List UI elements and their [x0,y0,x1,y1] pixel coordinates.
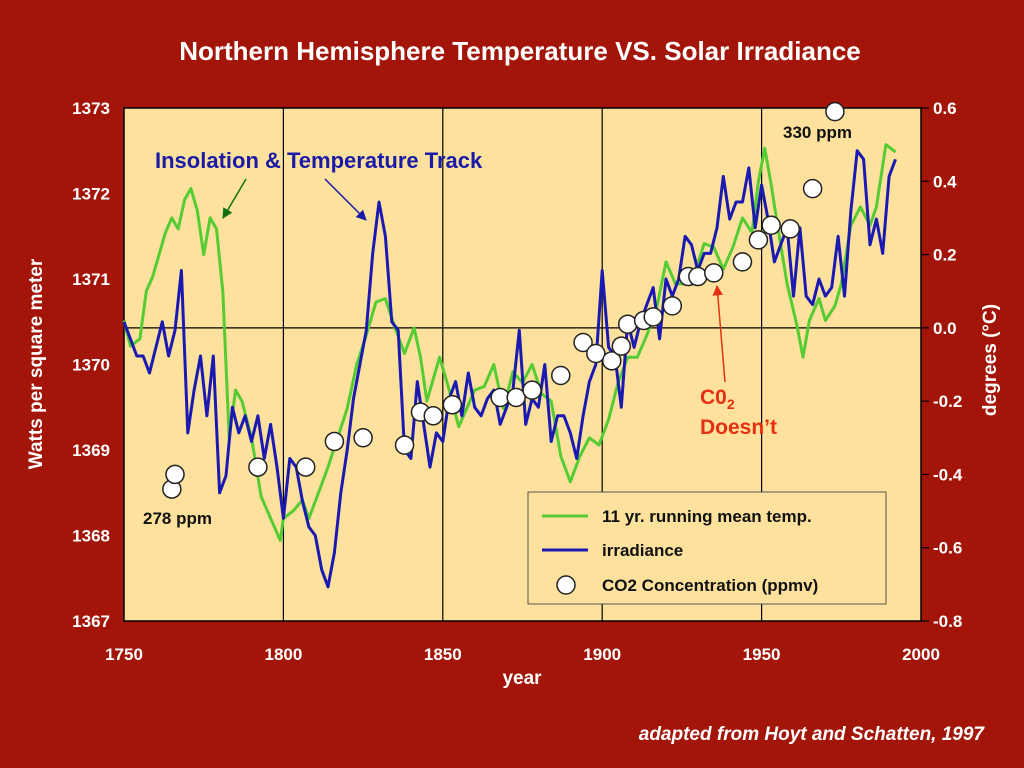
co2-point [688,266,708,287]
x-tick-label: 1850 [424,645,462,664]
left-tick-label: 1368 [72,527,110,546]
left-tick-label: 1372 [72,185,110,204]
right-tick-label: 0.0 [933,319,957,338]
co2-point [611,336,632,356]
x-tick-label: 1750 [105,645,143,664]
co2-point [522,380,542,400]
chart-title: Northern Hemisphere Temperature VS. Sola… [179,36,861,66]
left-tick-label: 1367 [72,612,110,631]
x-tick-label: 1950 [743,645,781,664]
co2-point [780,219,801,239]
annotation-co2-text: C0 [700,386,727,409]
annotation-330-ppm: 330 ppm [783,123,852,142]
co2-point [248,457,268,477]
left-tick-label: 1369 [72,441,110,460]
annotation-278-ppm: 278 ppm [143,509,212,528]
source-credit: adapted from Hoyt and Schatten, 1997 [638,724,984,745]
right-axis-ticks: -0.8 -0.6 -0.4 -0.2 0.0 0.2 0.4 0.6 [921,99,963,631]
legend-temp-label: 11 yr. running mean temp. [602,507,812,526]
temperature-series-line [122,143,897,542]
co2-arrow-red [712,284,726,383]
annotation-co2-doesnt: C02 [700,386,735,412]
insolation-arrow-blue [324,178,367,221]
co2-point [551,365,571,386]
right-tick-label: -0.6 [933,539,962,558]
insolation-arrow-green [222,178,247,219]
co2-point [394,435,415,455]
co2-point [825,101,845,122]
annotation-insolation: Insolation & Temperature Track [155,148,483,173]
x-tick-label: 2000 [902,645,940,664]
co2-point [165,464,185,485]
co2-point [748,230,769,250]
legend-co2-marker [556,575,576,595]
right-axis-label: degrees (°C) [980,304,1001,416]
co2-point [602,351,622,371]
x-axis-label: year [502,668,542,689]
right-tick-label: 0.4 [933,172,957,191]
co2-points [162,101,845,499]
co2-point [423,406,443,426]
right-tick-label: 0.2 [933,246,957,265]
legend-co2-label: CO2 Concentration (ppmv) [602,576,818,595]
right-tick-label: -0.4 [933,465,963,484]
right-tick-label: -0.2 [933,392,962,411]
co2-point [506,387,526,408]
co2-point [353,428,373,448]
co2-point [643,307,663,327]
co2-point [802,178,823,199]
left-axis-label: Watts per square meter [26,258,47,469]
co2-point [295,457,316,477]
right-tick-label: 0.6 [933,99,957,118]
left-tick-label: 1370 [72,356,110,375]
x-tick-label: 1800 [264,645,302,664]
co2-point [324,431,345,452]
co2-point [732,252,753,272]
legend: 11 yr. running mean temp. irradiance CO2… [527,491,887,605]
co2-point [617,314,638,334]
co2-point [761,215,781,236]
left-axis-ticks: 1367 1368 1369 1370 1371 1372 1373 [72,99,110,631]
legend-irr-label: irradiance [602,541,683,560]
annotation-co2-subscript: 2 [727,396,735,412]
right-tick-label: -0.8 [933,612,962,631]
co2-point [442,395,463,415]
left-tick-label: 1371 [72,270,110,289]
left-tick-label: 1373 [72,99,110,118]
co2-point [704,263,724,283]
annotation-doesnt: Doesn’t [700,416,777,439]
co2-point [586,343,606,364]
co2-point [662,296,683,316]
co2-point [573,332,593,353]
x-axis-ticks: 1750 1800 1850 1900 1950 2000 [105,645,940,664]
legend-box [527,491,887,605]
x-tick-label: 1900 [583,645,621,664]
